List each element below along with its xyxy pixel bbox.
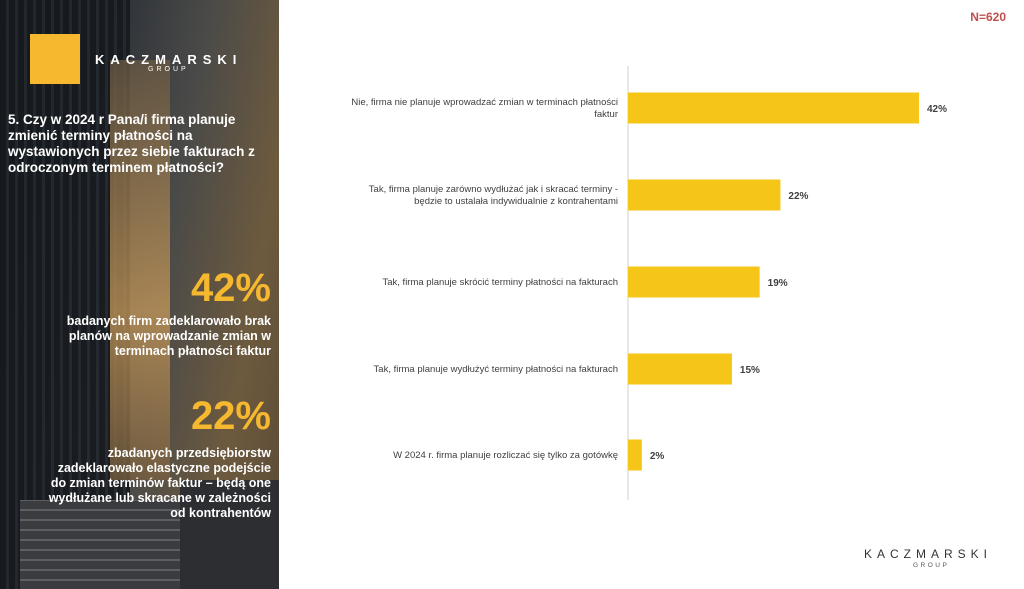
category-label-2: Tak, firma planuje zarówno wydłużać jak … [369, 184, 618, 207]
left-panel: KACZMARSKI GROUP 5. Czy w 2024 r Pana/i … [0, 0, 279, 589]
logo-wordmark: KACZMARSKI [95, 52, 243, 67]
logo-square-icon [30, 34, 80, 84]
logo-subtitle: GROUP [148, 66, 189, 73]
highlight-1-text: badanych firm zadeklarowało brak planów … [66, 314, 271, 358]
bar-chart: 42% Nie, firma nie planuje wprowadzać zmi… [351, 66, 947, 500]
bar-1 [628, 92, 919, 124]
building-low [20, 500, 180, 589]
footer-logo-subtitle: GROUP [913, 562, 950, 569]
data-label-4: 15% [740, 365, 760, 376]
bar-4 [628, 353, 732, 385]
highlight-2-percent: 22% [190, 394, 271, 438]
bar-3 [628, 266, 760, 298]
question-text: 5. Czy w 2024 r Pana/i firma planuje zmi… [8, 112, 255, 175]
bar-2 [628, 179, 781, 211]
category-label-5: W 2024 r. firma planuje rozliczać się ty… [393, 450, 618, 461]
category-label-4: Tak, firma planuje wydłużyć terminy płat… [374, 364, 618, 375]
category-label-1: Nie, firma nie planuje wprowadzać zmian … [351, 97, 618, 120]
highlight-2-text: zbadanych przedsiębiorstw zadeklarowało … [48, 446, 271, 520]
data-label-2: 22% [788, 191, 808, 202]
building-tower [0, 0, 130, 589]
highlight-1-percent: 42% [190, 266, 271, 310]
building-glow [110, 60, 170, 480]
bar-5 [628, 439, 642, 471]
data-label-3: 19% [768, 278, 788, 289]
sample-size-label: N=620 [970, 10, 1006, 24]
category-label-3: Tak, firma planuje skrócić terminy płatn… [383, 277, 619, 288]
footer-logo-wordmark: KACZMARSKI [864, 547, 993, 561]
data-label-1: 42% [927, 104, 947, 115]
building-right [180, 480, 279, 589]
data-label-5: 2% [650, 451, 665, 462]
